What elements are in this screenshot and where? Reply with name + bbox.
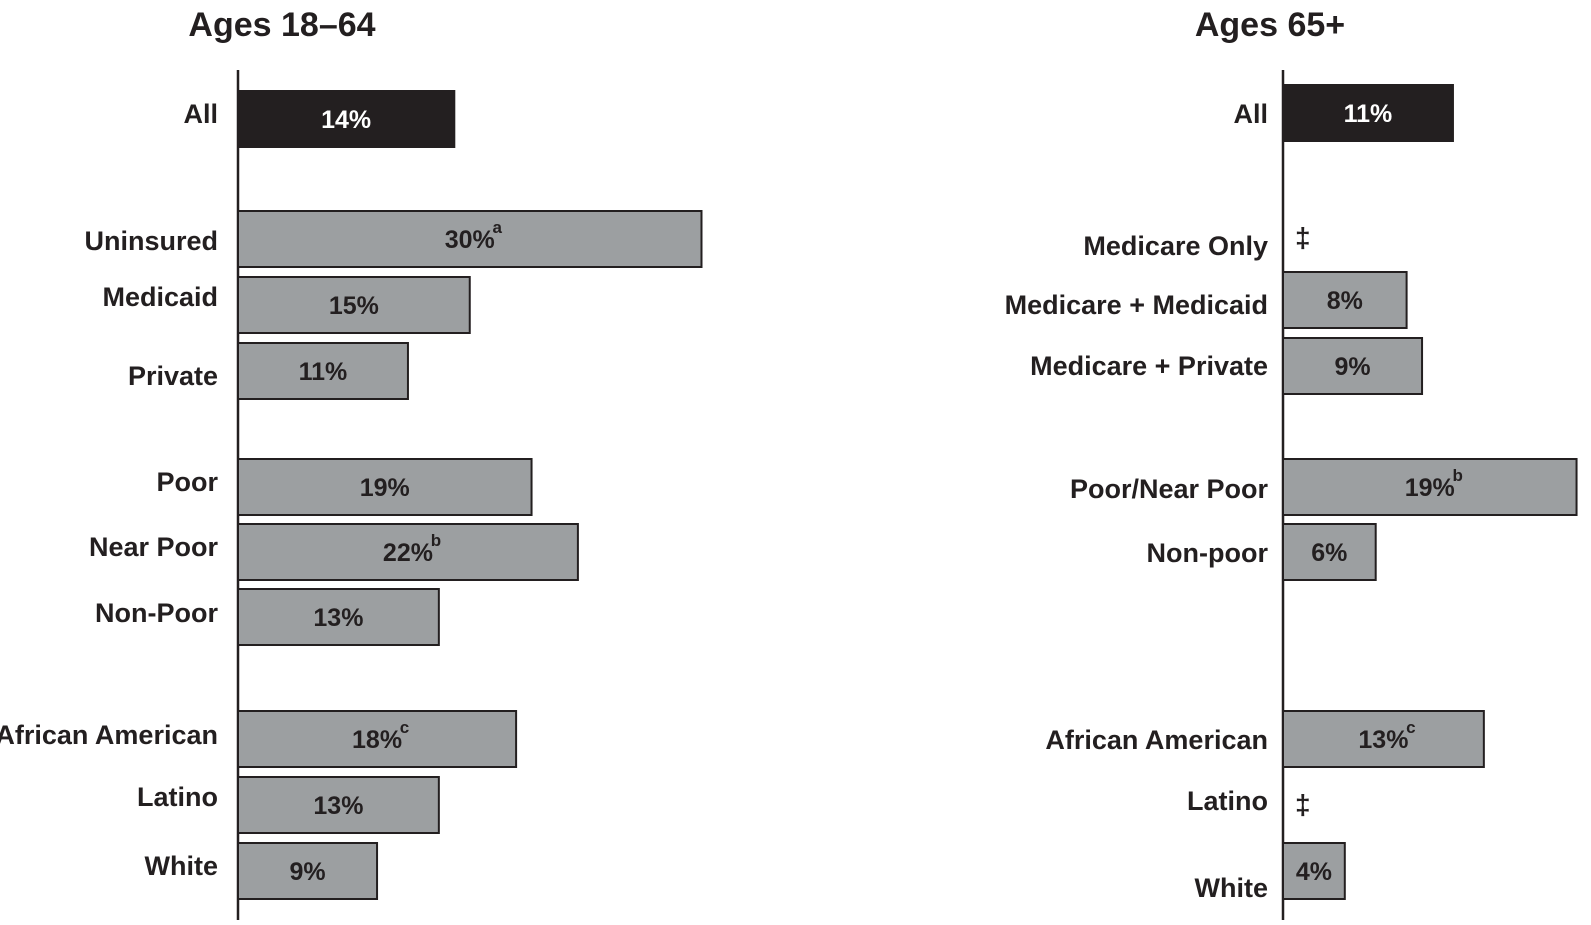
bar	[1282, 337, 1424, 395]
chart-panel-0: Ages 18–64 All 14% Uninsured 30%a Medicaid 15%…	[0, 6, 703, 920]
chart-panel-1: Ages 65+ All 11% Medicare Only ‡ Medicare + M…	[1005, 6, 1578, 920]
data-label: 11%	[299, 358, 348, 386]
data-label: 18%	[352, 726, 402, 754]
footnote-marker: c	[1406, 718, 1415, 737]
category-label: Poor/Near Poor	[1070, 474, 1269, 504]
data-label: 6%	[1311, 539, 1347, 567]
data-label: 11%	[1344, 100, 1393, 128]
category-label: African American	[0, 720, 218, 750]
category-label: African American	[1045, 725, 1268, 755]
bar	[237, 842, 379, 900]
bar	[1282, 710, 1485, 768]
category-label: All	[1233, 99, 1268, 129]
bar	[237, 342, 409, 400]
category-label: Medicare Only	[1083, 231, 1268, 261]
category-label: Near Poor	[89, 532, 219, 562]
bar	[237, 458, 533, 516]
bar	[237, 588, 440, 646]
bar	[1282, 271, 1408, 329]
category-label: Poor	[156, 467, 218, 497]
chart-title: Ages 18–64	[188, 6, 375, 44]
data-label: 19%	[360, 474, 410, 502]
data-label: 15%	[329, 292, 379, 320]
chart-title: Ages 65+	[1195, 6, 1345, 44]
data-label: 13%	[313, 792, 363, 820]
data-label: 19%	[1405, 474, 1455, 502]
data-label: 8%	[1327, 287, 1363, 315]
suppressed-value-marker: ‡	[1295, 222, 1311, 253]
data-label: 14%	[321, 106, 371, 134]
data-label: 13%	[313, 604, 363, 632]
data-label: 13%	[1358, 726, 1408, 754]
category-label: White	[145, 851, 219, 881]
bar	[237, 276, 471, 334]
bar	[237, 90, 456, 148]
category-label: Non-Poor	[95, 598, 218, 628]
bar	[1282, 842, 1346, 900]
data-label: 9%	[289, 858, 325, 886]
category-label: Latino	[1187, 786, 1268, 816]
bar	[1282, 523, 1377, 581]
category-label: Medicaid	[102, 282, 218, 312]
bar	[237, 523, 579, 581]
suppressed-value-marker: ‡	[1295, 789, 1311, 820]
data-label: 9%	[1334, 353, 1370, 381]
category-label: Latino	[137, 782, 218, 812]
footnote-marker: c	[400, 718, 409, 737]
bar	[1282, 458, 1578, 516]
category-label: Uninsured	[84, 226, 218, 256]
bar	[237, 776, 440, 834]
category-label: White	[1195, 873, 1269, 903]
category-label: Non-poor	[1147, 538, 1269, 568]
footnote-marker: b	[1453, 466, 1463, 485]
category-label: Private	[128, 361, 218, 391]
data-label: 4%	[1296, 858, 1332, 886]
footnote-marker: a	[493, 218, 503, 237]
category-label: All	[183, 99, 218, 129]
category-label: Medicare + Medicaid	[1005, 290, 1268, 320]
bar	[237, 210, 703, 268]
bar	[1282, 84, 1454, 142]
data-label: 30%	[445, 226, 495, 254]
category-label: Medicare + Private	[1030, 351, 1268, 381]
bar	[237, 710, 518, 768]
footnote-marker: b	[431, 531, 441, 550]
data-label: 22%	[383, 539, 433, 567]
